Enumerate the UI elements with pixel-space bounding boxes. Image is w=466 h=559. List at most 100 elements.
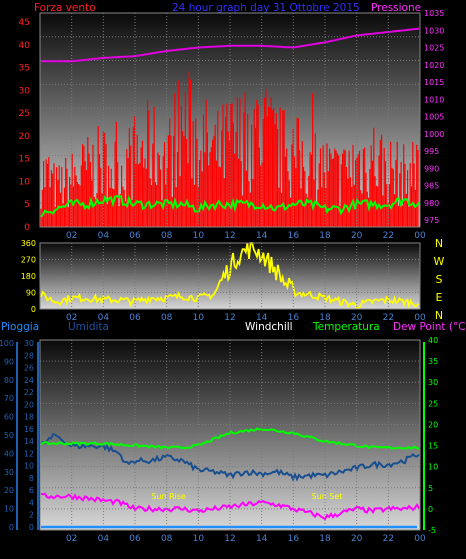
y-tick-label-right: 1030 (424, 26, 444, 35)
humidity-tick-label: 40 (4, 449, 14, 458)
label-dewpoint: Dew Point (°C) (393, 321, 466, 333)
y-tick-label-right: 985 (424, 182, 439, 191)
y-tick-label-left: 40 (19, 41, 31, 51)
temperature-tick-label: 40 (428, 336, 438, 345)
rain-tick-label: 28 (24, 351, 34, 360)
temperature-tick-label: 10 (428, 463, 438, 472)
temperature-tick-label: 5 (428, 484, 433, 493)
x-tick-label: 10 (193, 313, 205, 323)
rain-tick-label: 4 (29, 498, 34, 507)
temperature-tick-label: 15 (428, 442, 438, 451)
x-tick-label: 10 (193, 534, 205, 544)
y-tick-label-left: 30 (19, 86, 31, 96)
rain-tick-label: 10 (24, 462, 34, 471)
x-tick-label: 16 (288, 534, 300, 544)
y-tick-label-direction: 0 (31, 305, 36, 314)
rain-tick-label: 0 (29, 523, 34, 532)
x-tick-label: 00 (414, 231, 426, 241)
x-tick-label: 12 (224, 313, 235, 323)
temperature-tick-label: 0 (428, 505, 433, 514)
y-tick-label-direction: 90 (26, 289, 36, 298)
wind-label: Forza vento (34, 2, 96, 14)
x-tick-label: 02 (66, 313, 77, 323)
plot-area-3 (40, 340, 420, 530)
y-tick-label-right: 975 (424, 216, 439, 225)
humidity-tick-label: 100 (0, 339, 14, 348)
x-tick-label: 14 (256, 534, 268, 544)
humidity-tick-label: 30 (4, 468, 14, 477)
humidity-tick-label: 10 (4, 505, 14, 514)
temperature-tick-label: 25 (428, 399, 438, 408)
rain-tick-label: 30 (24, 339, 34, 348)
x-tick-label: 20 (351, 231, 363, 241)
compass-label: S (436, 273, 443, 286)
x-tick-label: 02 (66, 231, 77, 241)
y-tick-label-direction: 270 (21, 256, 36, 265)
x-tick-label: 10 (193, 231, 205, 241)
y-tick-label-left: 25 (19, 109, 30, 119)
humidity-tick-label: 50 (4, 431, 14, 440)
x-tick-label: 04 (98, 534, 110, 544)
y-tick-label-right: 1020 (424, 61, 444, 70)
x-tick-label: 22 (383, 231, 394, 241)
x-tick-label: 12 (224, 231, 235, 241)
y-tick-label-left: 45 (19, 18, 30, 28)
x-tick-label: 16 (288, 231, 300, 241)
x-tick-label: 20 (351, 534, 363, 544)
x-tick-label: 08 (161, 534, 173, 544)
rain-tick-label: 24 (24, 376, 34, 385)
x-tick-label: 06 (129, 534, 141, 544)
pressure-line (41, 27, 420, 63)
dew-point-line (40, 492, 420, 521)
y-tick-label-right: 1010 (424, 95, 444, 104)
y-tick-label-left: 35 (19, 64, 30, 74)
x-tick-label: 04 (98, 231, 110, 241)
temperature-tick-label: 20 (428, 420, 438, 429)
compass-label: W (434, 255, 445, 268)
x-tick-label: 22 (383, 313, 394, 323)
y-tick-label-right: 1005 (424, 113, 444, 122)
left-axis-bg (0, 340, 38, 530)
rain-tick-label: 18 (24, 413, 34, 422)
sun-annotation: Sun Rise (151, 492, 186, 501)
temperature-tick-label: 30 (428, 378, 438, 387)
humidity-line (40, 433, 420, 482)
x-tick-label: 02 (66, 534, 77, 544)
humidity-tick-label: 90 (4, 357, 14, 366)
rain-humidity-temp-panel: Pioggia Umidita Windchill Temperatura De… (0, 321, 466, 544)
label-windchill: Windchill (245, 321, 293, 333)
label-umidita: Umidita (68, 321, 109, 333)
y-tick-label-right: 1025 (424, 44, 444, 53)
x-tick-label: 08 (161, 231, 173, 241)
chart-title: 24 hour graph day 31 Ottobre 2015 (172, 2, 360, 14)
y-tick-label-left: 5 (24, 200, 30, 210)
x-tick-label: 16 (288, 313, 300, 323)
label-pioggia: Pioggia (1, 321, 39, 333)
compass-label: N (435, 309, 443, 322)
rain-tick-label: 16 (24, 425, 34, 434)
y-tick-label-right: 1015 (424, 78, 444, 87)
x-tick-label: 04 (98, 313, 110, 323)
pressure-label: Pressione (371, 2, 421, 14)
label-temperatura: Temperatura (312, 321, 380, 333)
y-tick-label-direction: 180 (21, 272, 36, 281)
x-tick-label: 08 (161, 313, 173, 323)
x-tick-label: 18 (319, 534, 331, 544)
x-tick-label: 20 (351, 313, 363, 323)
wind-pressure-panel: Forza vento 24 hour graph day 31 Ottobre… (19, 2, 445, 241)
rain-tick-label: 8 (29, 474, 34, 483)
rain-tick-label: 12 (24, 449, 34, 458)
humidity-tick-label: 80 (4, 376, 14, 385)
y-tick-label-direction: 360 (21, 239, 36, 248)
humidity-tick-label: 70 (4, 394, 14, 403)
x-tick-label: 14 (256, 231, 268, 241)
humidity-tick-label: 0 (9, 523, 14, 532)
humidity-tick-label: 60 (4, 413, 14, 422)
rain-tick-label: 26 (24, 364, 34, 373)
y-tick-label-right: 1035 (424, 9, 444, 18)
sun-annotation: Sun Set (312, 492, 343, 501)
x-tick-label: 06 (129, 231, 141, 241)
